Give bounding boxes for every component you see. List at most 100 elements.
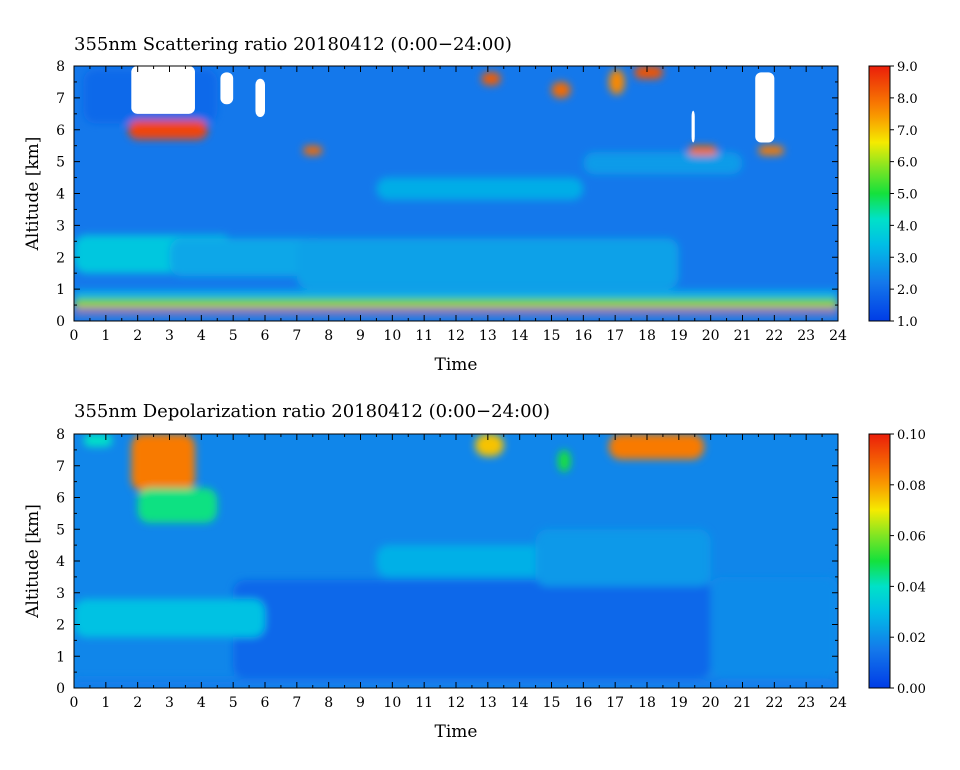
x-tick-label: 0	[70, 328, 79, 344]
colorbar-tick-label: 0.08	[897, 479, 926, 494]
colorbar-tick-label: 5.0	[897, 188, 918, 203]
colorbar: 1.0 2.0 3.0 4.0 5.0 6.0 7.0 8.0 9.0	[868, 60, 918, 330]
x-tick-label: 19	[670, 695, 688, 711]
colorbar-tick-label: 2.0	[897, 283, 918, 298]
x-tick-label: 23	[797, 695, 815, 711]
x-tick-label: 12	[447, 695, 465, 711]
x-tick-label: 10	[383, 328, 401, 344]
x-tick-label: 24	[829, 695, 847, 711]
x-tick-label: 20	[702, 328, 720, 344]
colorbar-tick-label: 7.0	[897, 124, 918, 139]
x-tick-label: 22	[765, 695, 783, 711]
colorbar-tick-label: 8.0	[897, 92, 918, 107]
x-tick-label: 6	[261, 328, 270, 344]
heatmap-feature	[710, 576, 838, 679]
heatmap-feature	[475, 434, 504, 457]
x-tick-label: 20	[702, 695, 720, 711]
x-tick-label: 18	[638, 328, 656, 344]
heatmap-feature	[74, 599, 265, 638]
x-tick-label: 2	[133, 328, 142, 344]
colorbar-gradient	[868, 433, 891, 689]
heatmap-feature	[608, 69, 625, 95]
colorbar-tick-label: 9.0	[897, 60, 918, 75]
x-tick-label: 14	[511, 328, 529, 344]
x-tick-label: 7	[292, 328, 301, 344]
colorbar-tick-label: 0.10	[897, 428, 926, 443]
y-tick-label: 8	[56, 427, 65, 443]
x-tick-label: 9	[356, 695, 365, 711]
colorbar-tick-label: 0.00	[897, 682, 926, 697]
colorbar-tick-label: 0.04	[897, 580, 926, 595]
x-tick-label: 9	[356, 328, 365, 344]
y-tick-label: 0	[56, 314, 65, 330]
heatmap-feature	[608, 434, 705, 460]
chart-panel-1: 0 1 2 3 4 5 6 7 8 9 10 11 12 13 14 15 16 17 18 19 20 21 22 23 24…	[23, 34, 918, 375]
plot-area	[74, 434, 838, 688]
x-tick-label: 2	[133, 695, 142, 711]
heatmap-feature	[74, 298, 838, 306]
y-tick-label: 1	[56, 282, 65, 298]
heatmap-feature	[296, 238, 679, 290]
colorbar-tick-label: 1.0	[897, 315, 918, 330]
x-tick-label: 0	[70, 695, 79, 711]
x-tick-label: 10	[383, 695, 401, 711]
heatmap-feature	[583, 152, 743, 175]
x-tick-label: 17	[606, 328, 624, 344]
heatmap-feature	[169, 238, 329, 277]
colorbar-gradient	[868, 65, 891, 322]
x-tick-label: 14	[511, 695, 529, 711]
x-tick-label: 19	[670, 328, 688, 344]
plot-area	[74, 66, 838, 321]
heatmap-feature	[557, 449, 571, 473]
heatmap-feature	[131, 434, 195, 492]
x-tick-label: 7	[292, 695, 301, 711]
x-tick-label: 5	[229, 328, 238, 344]
x-tick-label: 4	[197, 328, 206, 344]
x-tick-label: 6	[261, 695, 270, 711]
x-tick-label: 3	[165, 328, 174, 344]
x-tick-label: 8	[324, 328, 333, 344]
x-tick-label: 12	[447, 328, 465, 344]
x-axis-label: Time	[435, 722, 478, 742]
heatmap-feature	[634, 66, 663, 79]
heatmap-feature	[758, 145, 784, 156]
heatmap-feature	[535, 529, 711, 587]
heatmap-feature	[233, 580, 711, 679]
colorbar-tick-label: 6.0	[897, 156, 918, 171]
x-tick-label: 16	[574, 328, 592, 344]
heatmap-feature	[83, 434, 113, 447]
heatmap-feature	[481, 72, 501, 86]
heatmap-feature	[74, 305, 838, 309]
x-tick-label: 8	[324, 695, 333, 711]
x-tick-label: 22	[765, 328, 783, 344]
heatmap-feature	[551, 81, 571, 98]
x-tick-label: 13	[479, 695, 497, 711]
heatmap-feature	[688, 145, 718, 156]
heatmap-feature	[376, 177, 584, 200]
y-tick-label: 2	[56, 250, 65, 266]
x-tick-label: 15	[543, 328, 561, 344]
x-tick-label: 21	[734, 695, 752, 711]
heatmap-feature	[128, 120, 208, 140]
y-tick-label: 5	[56, 155, 65, 171]
x-tick-label: 4	[197, 695, 206, 711]
y-tick-label: 3	[56, 586, 65, 602]
colorbar-tick-label: 0.02	[897, 631, 926, 646]
x-tick-label: 11	[415, 328, 433, 344]
y-tick-label: 6	[56, 491, 65, 507]
x-tick-label: 18	[638, 695, 656, 711]
x-axis-label: Time	[435, 355, 478, 375]
y-tick-label: 3	[56, 218, 65, 234]
saturated-region	[131, 66, 195, 114]
saturated-region	[220, 72, 234, 105]
y-tick-label: 4	[56, 554, 65, 570]
y-tick-label: 2	[56, 618, 65, 634]
y-tick-label: 6	[56, 123, 65, 139]
x-tick-label: 11	[415, 695, 433, 711]
colorbar-tick-label: 0.06	[897, 530, 926, 545]
chart-title: 355nm Depolarization ratio 20180412 (0:0…	[74, 401, 550, 422]
x-tick-label: 13	[479, 328, 497, 344]
saturated-region	[691, 110, 695, 143]
y-tick-label: 0	[56, 681, 65, 697]
